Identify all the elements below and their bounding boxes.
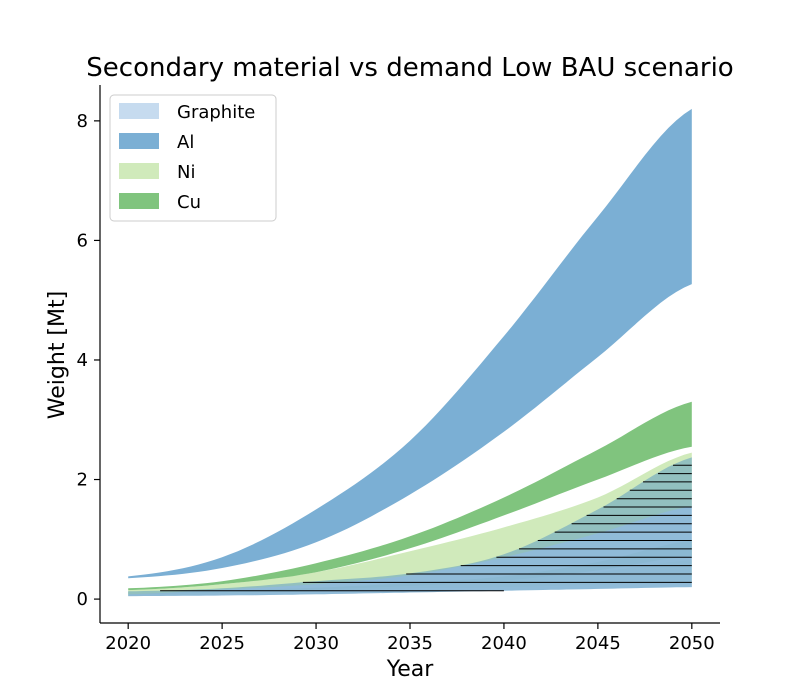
legend-label-cu: Cu [177,192,201,213]
legend-swatch-graphite [119,103,159,119]
x-tick-label: 2030 [293,633,339,654]
x-tick-label: 2045 [575,633,621,654]
legend-swatch-cu [119,193,159,209]
legend-box [109,94,277,222]
x-tick-label: 2040 [481,633,527,654]
x-axis-label: Year [386,657,435,682]
y-tick-label: 6 [77,230,88,251]
x-tick-label: 2050 [669,633,715,654]
legend-label-ni: Ni [177,162,195,183]
y-axis-label: Weight [Mt] [45,291,70,419]
area-al-5 [128,108,692,579]
y-tick-label: 8 [77,111,88,132]
legend: Graphite Al Ni Cu [109,94,277,222]
hatch-lines [160,464,692,592]
y-tick-label: 4 [77,350,88,371]
legend-label-graphite: Graphite [177,102,255,123]
legend-label-al: Al [177,132,194,153]
y-ticks: 0 2 4 6 8 [77,111,100,610]
y-tick-label: 0 [77,589,88,610]
x-ticks: 2020 2025 2030 2035 2040 2045 2050 [105,623,715,654]
chart-title: Secondary material vs demand Low BAU sce… [86,53,733,83]
x-tick-label: 2025 [199,633,245,654]
legend-swatch-ni [119,163,159,179]
y-tick-label: 2 [77,470,88,491]
area-graphite-shade [128,457,692,597]
x-tick-label: 2020 [105,633,151,654]
legend-swatch-al [119,133,159,149]
x-tick-label: 2035 [387,633,433,654]
